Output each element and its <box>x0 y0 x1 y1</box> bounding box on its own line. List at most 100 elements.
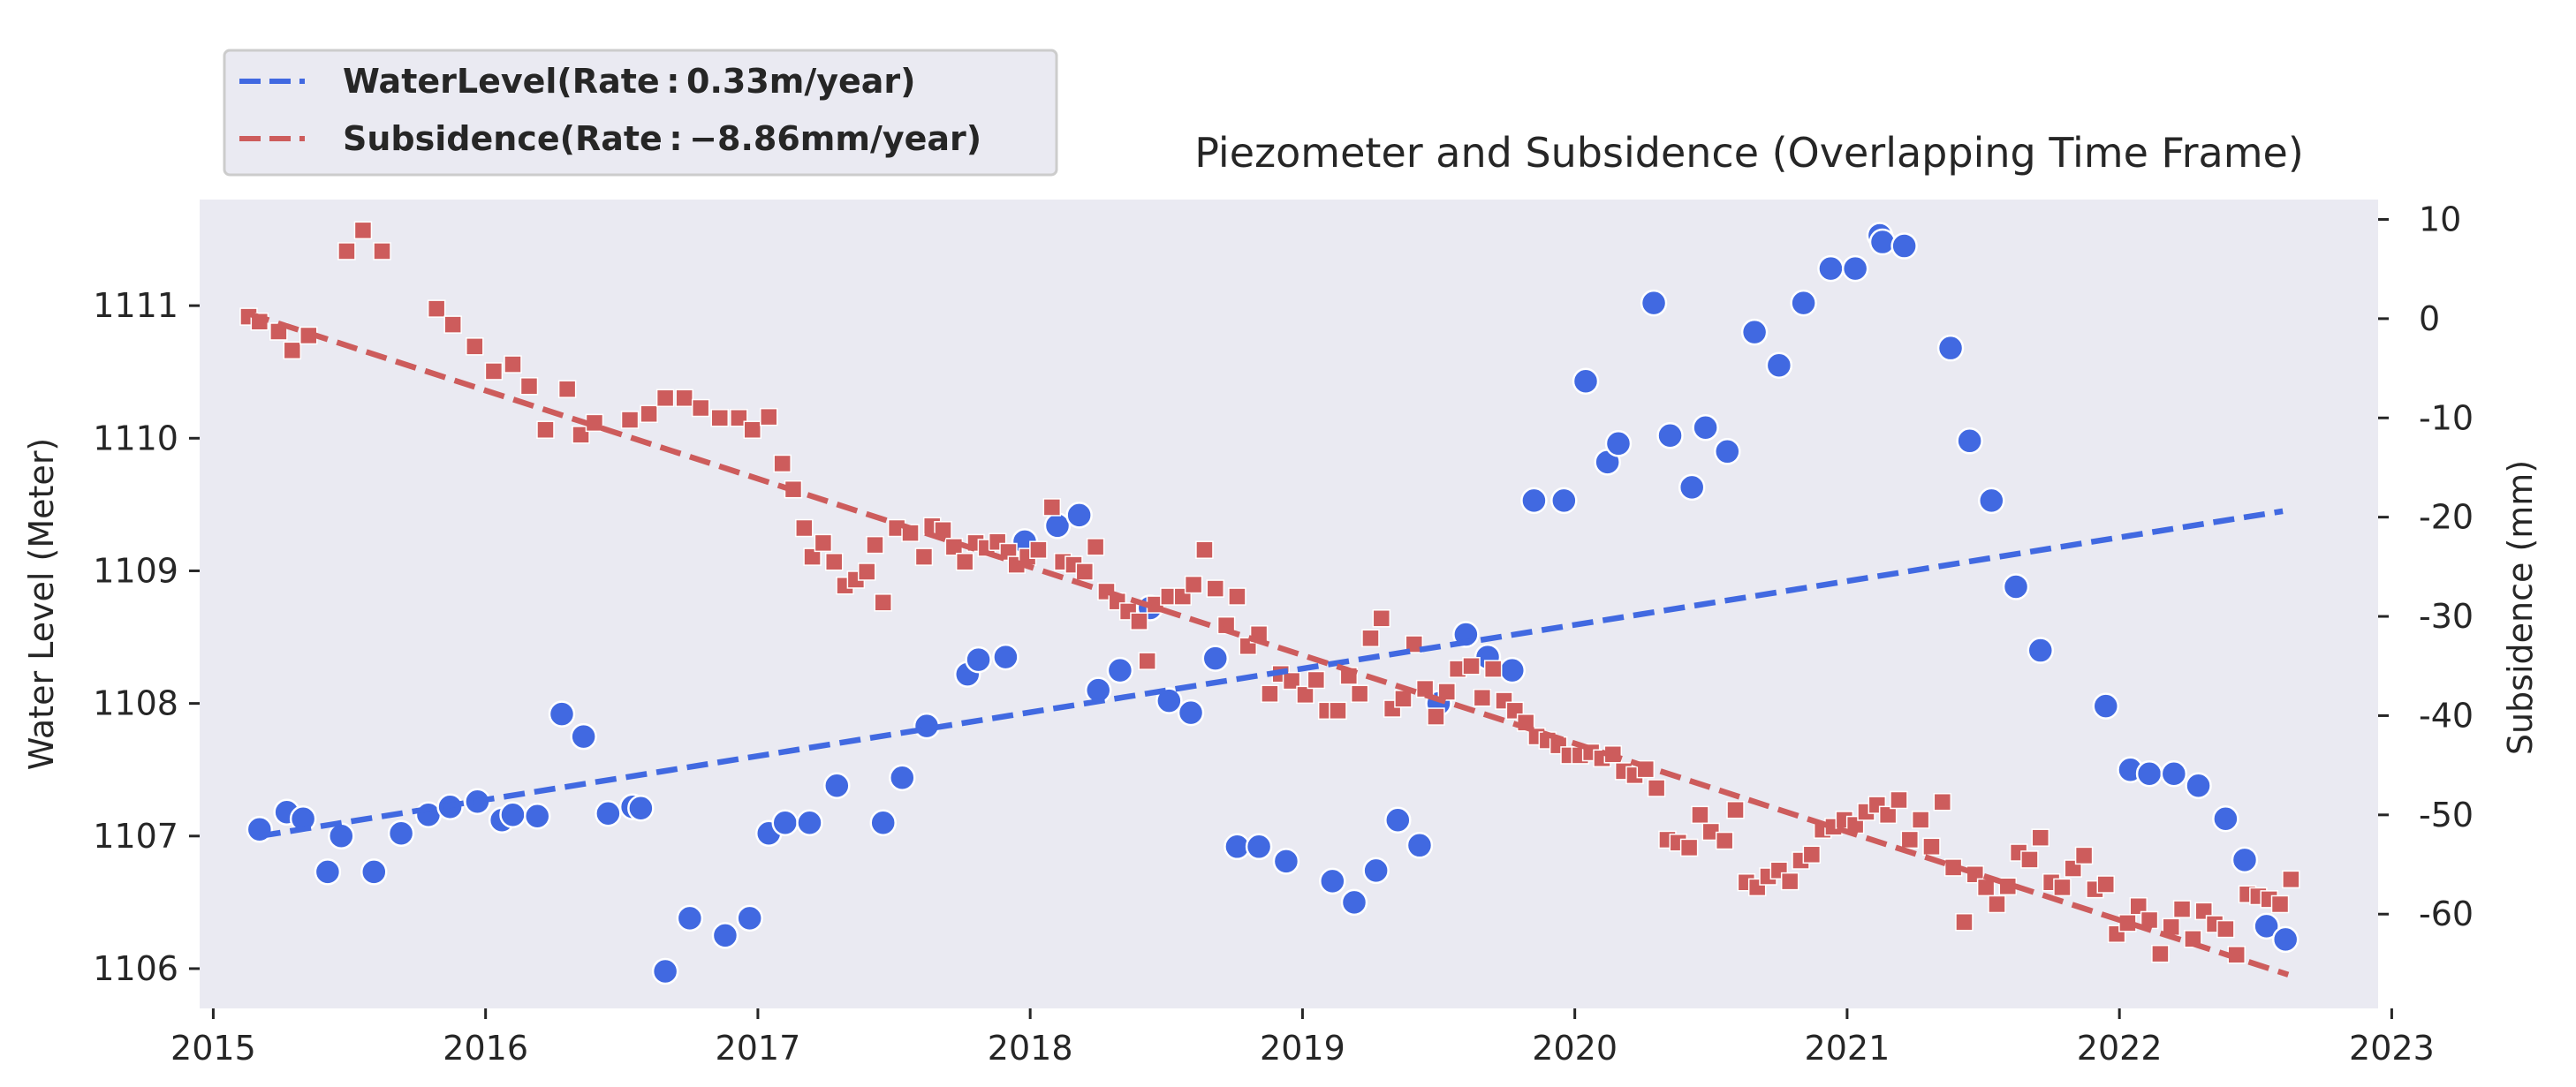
waterlevel-point <box>1405 832 1434 859</box>
subsidence-point <box>620 411 640 429</box>
chart-marks <box>239 221 2300 985</box>
waterlevel-point <box>1384 806 1412 834</box>
waterlevel-point <box>387 819 415 848</box>
waterlevel-point <box>823 772 851 799</box>
y-axis-label-right: Subsidence (mm) <box>2501 460 2540 755</box>
subsidence-point <box>803 547 822 566</box>
y-axis-label-left: Water Level (Meter) <box>22 438 61 771</box>
subsidence-point <box>466 337 484 356</box>
waterlevel-point <box>1841 254 1869 283</box>
subsidence-point <box>866 535 884 555</box>
subsidence-point <box>675 389 693 408</box>
subsidence-point <box>857 562 876 581</box>
subsidence-point <box>1780 872 1799 891</box>
waterlevel-point <box>523 803 551 830</box>
waterlevel-point <box>1868 228 1897 256</box>
subsidence-point <box>2282 870 2300 889</box>
legend-label-subsidence: Subsidence(Rate : −8.86mm/year) <box>343 119 981 158</box>
subsidence-point <box>1195 540 1214 559</box>
y-tick-label-left: 1111 <box>93 286 178 325</box>
subsidence-point <box>504 355 522 374</box>
waterlevel-point <box>1498 656 1527 684</box>
waterlevel-point <box>360 858 388 886</box>
subsidence-point <box>1405 635 1424 653</box>
subsidence-point <box>1878 805 1898 825</box>
subsidence-point <box>283 341 302 360</box>
legend-label-waterlevel: WaterLevel(Rate : 0.33m/year) <box>343 62 916 101</box>
subsidence-point <box>572 426 590 444</box>
chart-title: Piezometer and Subsidence (Overlapping T… <box>1194 129 2304 177</box>
waterlevel-point <box>499 801 527 829</box>
subsidence-point <box>2172 900 2192 918</box>
subsidence-point <box>2129 896 2148 916</box>
subsidence-point <box>1890 790 1908 810</box>
subsidence-point <box>1350 684 1369 703</box>
x-tick-label: 2021 <box>1805 1029 1890 1068</box>
subsidence-point <box>640 404 658 424</box>
subsidence-point <box>914 547 934 566</box>
waterlevel-point <box>1692 414 1719 442</box>
x-tick-label: 2015 <box>170 1029 256 1068</box>
waterlevel-point <box>1155 687 1183 714</box>
y-tick-label-right: -40 <box>2419 696 2474 735</box>
waterlevel-point <box>314 858 342 886</box>
waterlevel-point <box>1245 833 1273 861</box>
subsidence-point <box>1361 629 1380 648</box>
waterlevel-point <box>548 700 576 728</box>
y-tick-label-right: 10 <box>2419 200 2461 238</box>
waterlevel-point <box>736 904 763 932</box>
waterlevel-point <box>1362 857 1390 885</box>
x-tick-label: 2023 <box>2349 1029 2435 1068</box>
subsidence-point <box>1679 838 1699 857</box>
subsidence-point <box>1715 831 1734 850</box>
subsidence-point <box>1261 684 1279 703</box>
y-tick-label-right: -10 <box>2419 398 2474 437</box>
subsidence-point <box>1029 540 1048 559</box>
subsidence-point <box>1647 779 1666 797</box>
subsidence-point <box>1437 683 1457 701</box>
waterlevel-point <box>1790 289 1817 317</box>
subsidence-point <box>773 454 792 473</box>
waterlevel-point <box>1550 487 1578 515</box>
subsidence-point <box>1138 652 1156 670</box>
waterlevel-point <box>246 816 274 843</box>
y-tick-label-right: 0 <box>2419 299 2440 338</box>
y-tick-label-left: 1107 <box>93 817 178 856</box>
chart-axes: 2015 2016 2017 2018 2019 2020 2021 2022 2023 1106… <box>93 200 2474 1068</box>
waterlevel-point <box>1765 351 1793 379</box>
waterlevel-point <box>1678 473 1706 502</box>
subsidence-point <box>2053 878 2072 897</box>
subsidence-point <box>795 518 814 538</box>
subsidence-point <box>1394 690 1413 708</box>
waterlevel-point <box>1740 318 1769 346</box>
waterlevel-point <box>2231 846 2259 874</box>
waterlevel-point <box>2135 759 2163 788</box>
subsidence-point <box>824 552 844 571</box>
subsidence-point <box>710 409 730 427</box>
waterlevel-point <box>328 822 355 850</box>
subsidence-point <box>1307 670 1326 690</box>
subsidence-point <box>2151 944 2170 963</box>
y-tick-label-right: -60 <box>2419 895 2474 933</box>
subsidence-point <box>1206 579 1225 598</box>
subsidence-point <box>1911 811 1930 829</box>
subsidence-point <box>730 409 748 427</box>
waterlevel-point <box>771 809 799 837</box>
subsidence-point <box>655 389 675 408</box>
y-tick-label-left: 1106 <box>93 949 178 988</box>
y-tick-label-right: -30 <box>2419 597 2474 636</box>
subsidence-point <box>2216 919 2235 939</box>
subsidence-point <box>557 380 577 398</box>
subsidence-point <box>519 377 539 396</box>
subsidence-point <box>1075 562 1095 581</box>
x-tick-label: 2022 <box>2077 1029 2163 1068</box>
legend: WaterLevel(Rate : 0.33m/year) Subsidence… <box>223 49 1058 177</box>
waterlevel-point <box>2027 637 2055 664</box>
subsidence-point <box>1296 685 1315 705</box>
subsidence-point <box>743 420 761 440</box>
subsidence-point <box>337 242 356 260</box>
subsidence-point <box>427 299 446 318</box>
x-tick-label: 2016 <box>443 1029 528 1068</box>
subsidence-point <box>1955 912 1974 932</box>
waterlevel-point <box>1640 289 1668 317</box>
